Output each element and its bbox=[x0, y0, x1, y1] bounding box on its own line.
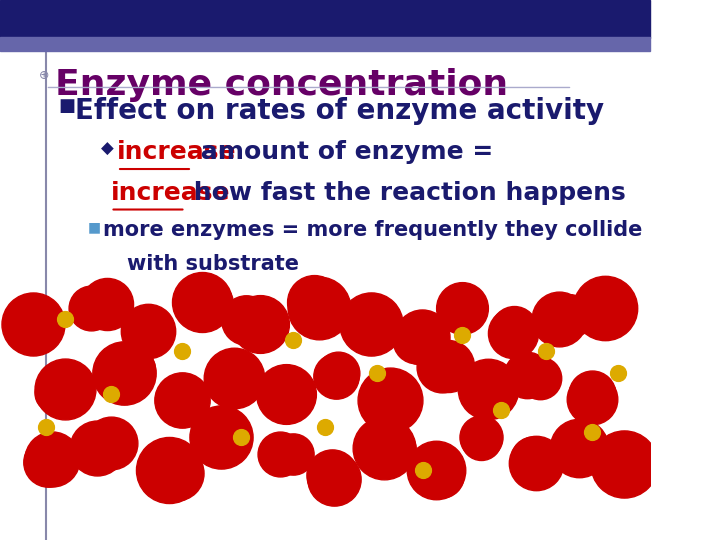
Point bbox=[333, 368, 344, 377]
Point bbox=[528, 455, 539, 463]
Point bbox=[320, 422, 331, 431]
Point bbox=[59, 314, 71, 323]
Text: with substrate: with substrate bbox=[127, 254, 299, 274]
Point bbox=[308, 298, 320, 306]
Point bbox=[586, 428, 598, 436]
Point bbox=[436, 363, 448, 372]
Point bbox=[207, 299, 218, 307]
Point bbox=[384, 395, 396, 404]
Bar bbox=[0, 0, 650, 38]
Point bbox=[568, 443, 580, 451]
Point bbox=[376, 401, 387, 410]
Text: ◆: ◆ bbox=[101, 140, 114, 158]
Point bbox=[40, 422, 51, 431]
Point bbox=[508, 325, 520, 334]
Point bbox=[282, 389, 294, 398]
Point bbox=[385, 445, 397, 454]
Point bbox=[176, 395, 188, 404]
Point bbox=[456, 303, 467, 312]
Point bbox=[254, 320, 266, 328]
Point bbox=[170, 469, 181, 477]
Point bbox=[144, 325, 156, 334]
Point bbox=[46, 455, 58, 463]
Point bbox=[534, 374, 546, 382]
Point bbox=[274, 449, 285, 458]
Point bbox=[476, 433, 487, 442]
Point bbox=[410, 336, 422, 345]
Point bbox=[330, 372, 342, 381]
Point bbox=[143, 327, 154, 335]
Text: increase: increase bbox=[117, 140, 237, 164]
Text: ■: ■ bbox=[58, 97, 76, 115]
Point bbox=[287, 450, 299, 458]
Point bbox=[235, 433, 246, 442]
Point bbox=[618, 460, 630, 469]
Text: Enzyme concentration: Enzyme concentration bbox=[55, 68, 508, 102]
Point bbox=[482, 384, 494, 393]
Point bbox=[612, 368, 624, 377]
Point bbox=[508, 329, 519, 338]
Bar bbox=[0, 37, 650, 51]
Point bbox=[599, 303, 611, 312]
Point bbox=[586, 394, 598, 403]
Point bbox=[287, 336, 299, 345]
Point bbox=[123, 366, 135, 374]
Point bbox=[228, 374, 240, 382]
Point bbox=[442, 362, 454, 371]
Point bbox=[618, 456, 629, 465]
Point bbox=[378, 444, 390, 453]
Point bbox=[215, 433, 227, 442]
Point bbox=[531, 459, 542, 468]
Point bbox=[609, 305, 621, 314]
Point bbox=[105, 438, 117, 447]
Point bbox=[521, 371, 532, 380]
Point bbox=[573, 444, 585, 453]
Point bbox=[417, 465, 428, 474]
Point bbox=[27, 320, 38, 328]
Point bbox=[554, 314, 565, 323]
Point bbox=[435, 471, 446, 480]
Text: more enzymes = more frequently they collide: more enzymes = more frequently they coll… bbox=[103, 220, 642, 240]
Point bbox=[416, 333, 428, 341]
Point bbox=[456, 330, 467, 339]
Point bbox=[541, 347, 552, 355]
Point bbox=[430, 465, 441, 474]
Point bbox=[326, 471, 338, 480]
Point bbox=[475, 435, 487, 444]
Text: Effect on rates of enzyme activity: Effect on rates of enzyme activity bbox=[75, 97, 604, 125]
Point bbox=[479, 380, 490, 389]
Text: ⊕: ⊕ bbox=[39, 69, 50, 82]
Point bbox=[495, 406, 507, 415]
Point bbox=[228, 373, 239, 381]
Point bbox=[328, 475, 340, 484]
Text: how fast the reaction happens: how fast the reaction happens bbox=[185, 181, 626, 205]
Point bbox=[452, 304, 464, 313]
Point bbox=[240, 315, 252, 324]
Point bbox=[564, 312, 576, 320]
Point bbox=[163, 465, 175, 474]
Point bbox=[105, 390, 117, 399]
Point bbox=[196, 298, 207, 307]
Point bbox=[281, 390, 292, 399]
Point bbox=[24, 315, 36, 323]
Point bbox=[118, 368, 130, 377]
Point bbox=[176, 347, 188, 355]
Point bbox=[313, 303, 325, 312]
Text: increase: increase bbox=[111, 181, 230, 205]
Point bbox=[59, 384, 71, 393]
Text: amount of enzyme =: amount of enzyme = bbox=[192, 140, 502, 164]
Point bbox=[91, 443, 103, 452]
Point bbox=[85, 303, 96, 312]
Point bbox=[365, 320, 377, 328]
Point bbox=[586, 390, 598, 399]
Text: ■: ■ bbox=[88, 220, 101, 234]
Point bbox=[372, 368, 383, 377]
Point bbox=[101, 300, 112, 309]
Point bbox=[42, 457, 54, 466]
Point bbox=[222, 434, 234, 442]
Point bbox=[48, 388, 59, 397]
Point bbox=[355, 320, 366, 329]
Point bbox=[179, 400, 190, 409]
